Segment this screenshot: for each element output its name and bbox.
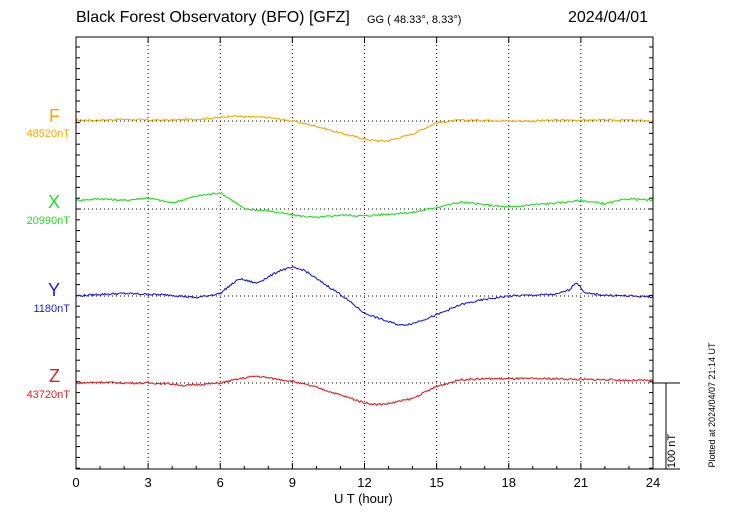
x-tick-label: 18 (501, 475, 516, 490)
series-label-f: F (49, 106, 60, 126)
x-tick-label: 21 (573, 475, 589, 490)
series-label-x: X (47, 192, 60, 212)
chart-date: 2024/04/01 (568, 9, 649, 26)
baseline-label-f: 48520nT (26, 128, 70, 140)
plotted-timestamp: Plotted at 2024/04/07 21:14 UT (707, 342, 717, 468)
x-tick-label: 12 (357, 475, 372, 490)
x-tick-label: 6 (216, 475, 224, 490)
series-line-y (75, 266, 654, 327)
series-label-z: Z (49, 366, 60, 386)
scale-bar-label: 100 nT (666, 433, 678, 469)
series-label-y: Y (47, 280, 60, 300)
x-tick-label: 24 (645, 475, 661, 490)
baseline-label-z: 43720nT (26, 389, 70, 401)
scale-bar (653, 382, 680, 470)
x-tick-label: 0 (72, 475, 80, 490)
x-axis-label: U T (hour) (334, 491, 393, 506)
chart-title: Black Forest Observatory (BFO) [GFZ] (76, 9, 350, 26)
series-line-z (75, 375, 654, 407)
baseline-label-y: 1180nT (33, 303, 71, 315)
x-tick-label: 9 (288, 475, 296, 490)
x-tick-label: 15 (429, 475, 444, 490)
plot-frame (75, 36, 654, 470)
series-line-f (75, 114, 654, 143)
x-tick-label: 3 (144, 475, 152, 490)
baseline-label-x: 20990nT (26, 215, 70, 227)
series-line-x (75, 191, 654, 219)
station-coordinates: GG ( 48.33°, 8.33°) (367, 14, 462, 26)
